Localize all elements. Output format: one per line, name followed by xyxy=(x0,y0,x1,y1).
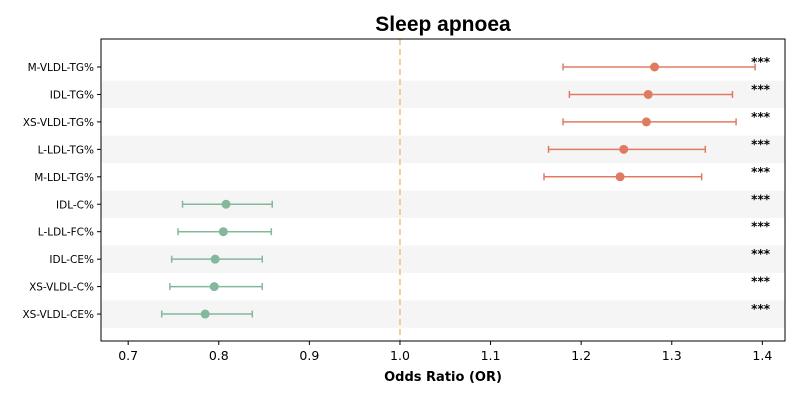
x-tick-label: 1.2 xyxy=(571,348,591,363)
significance-label: *** xyxy=(751,137,771,151)
estimate-point xyxy=(643,89,653,99)
estimate-row: *** xyxy=(160,302,771,319)
y-tick-label: L-LDL-FC% xyxy=(38,227,94,239)
estimate-point xyxy=(650,62,660,72)
x-tick-label: 1.4 xyxy=(752,348,772,363)
estimate-point xyxy=(218,227,228,237)
x-tick-label: 0.8 xyxy=(209,348,229,363)
y-tick-label: M-LDL-TG% xyxy=(34,172,94,184)
significance-label: *** xyxy=(751,302,771,316)
y-tick-label: L-LDL-TG% xyxy=(38,144,94,156)
estimate-row: *** xyxy=(169,275,771,292)
significance-label: *** xyxy=(751,192,771,206)
y-tick-label: M-VLDL-TG% xyxy=(28,62,94,74)
x-tick-label: 0.7 xyxy=(118,348,138,363)
y-tick-label: IDL-CE% xyxy=(49,254,94,266)
estimate-row: *** xyxy=(170,247,771,264)
chart-title: Sleep apnoea xyxy=(375,13,511,36)
estimate-row: *** xyxy=(181,192,771,209)
y-tick-label: IDL-C% xyxy=(56,199,94,211)
x-tick-label: 1.0 xyxy=(390,348,410,363)
estimate-point xyxy=(615,172,625,182)
y-axis-ticks: M-VLDL-TG% IDL-TG% XS-VLDL-TG% L-LDL-TG% M-L… xyxy=(22,62,101,321)
significance-label: *** xyxy=(751,275,771,289)
estimate-point xyxy=(200,309,210,319)
significance-label: *** xyxy=(751,165,771,179)
x-tick-label: 1.1 xyxy=(481,348,501,363)
estimate-row: *** xyxy=(562,110,771,127)
significance-label: *** xyxy=(751,220,771,234)
estimate-row: *** xyxy=(177,220,771,237)
estimate-point xyxy=(641,117,651,127)
y-tick-label: XS-VLDL-C% xyxy=(29,282,94,294)
plot-frame xyxy=(100,38,786,342)
significance-label: *** xyxy=(751,82,771,96)
significance-label: *** xyxy=(751,247,771,261)
y-tick-label: XS-VLDL-CE% xyxy=(22,309,94,321)
significance-label: *** xyxy=(751,110,771,124)
significance-label: *** xyxy=(751,55,771,69)
x-tick-label: 1.3 xyxy=(662,348,682,363)
estimate-row: *** xyxy=(547,137,771,154)
estimate-row: *** xyxy=(568,82,771,99)
x-axis-label: Odds Ratio (OR) xyxy=(384,370,502,385)
estimate-point xyxy=(619,144,629,154)
estimate-row: *** xyxy=(543,165,771,182)
estimate-rows: *** *** *** *** *** *** *** *** *** *** xyxy=(160,55,771,319)
estimate-point xyxy=(221,199,231,209)
y-tick-label: IDL-TG% xyxy=(50,89,94,101)
estimate-point xyxy=(210,254,220,264)
x-tick-label: 0.9 xyxy=(299,348,319,363)
estimate-row: *** xyxy=(562,55,771,72)
y-tick-label: XS-VLDL-TG% xyxy=(23,117,94,129)
estimate-point xyxy=(209,282,219,292)
x-axis-ticks: 0.7 0.8 0.9 1.0 1.1 1.2 1.3 1.4 xyxy=(118,341,772,363)
